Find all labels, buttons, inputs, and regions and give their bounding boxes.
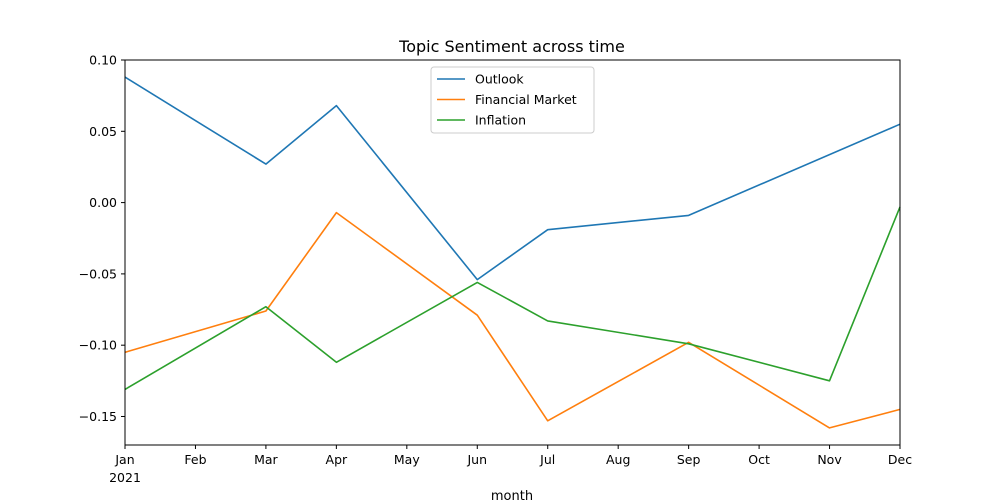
x-tick-label: May [394,452,420,467]
y-tick-label: 0.10 [89,53,117,68]
y-tick-label: 0.05 [89,124,117,139]
plot-frame [124,59,901,446]
x-tick-label: Feb [184,452,206,467]
series-layer [124,76,901,429]
legend-label-outlook: Outlook [475,72,524,87]
series-line-financial-market [124,211,901,429]
x-tick-label: Apr [326,452,348,467]
x-tick-label: Mar [254,452,278,467]
x-tick-label: Jul [539,452,555,467]
x-tick-label: Oct [748,452,770,467]
x-tick-label: Jan [114,452,134,467]
x-axis-year-label: 2021 [109,470,141,485]
y-tick-label: −0.05 [79,266,117,281]
x-tick-label: Sep [677,452,701,467]
x-axis: Jan Feb Mar Apr May Jun Jul Aug Sep Oct Nov Dec [114,445,912,467]
legend: Outlook Financial Market Inflation [430,66,595,134]
legend-label-inflation: Inflation [475,113,526,128]
legend-label-financial-market: Financial Market [475,92,577,107]
x-tick-label: Nov [817,452,842,467]
x-tick-label: Jun [467,452,488,467]
series-line-inflation [124,206,901,391]
x-tick-label: Dec [888,452,912,467]
y-axis: 0.10 0.05 0.00 −0.05 −0.10 −0.15 [79,53,125,424]
x-axis-label: month [491,489,533,500]
y-tick-label: −0.15 [79,409,117,424]
y-tick-label: −0.10 [79,338,117,353]
x-tick-label: Aug [606,452,630,467]
chart-title: Topic Sentiment across time [398,37,625,56]
y-tick-label: 0.00 [89,195,117,210]
legend-box [430,66,595,134]
